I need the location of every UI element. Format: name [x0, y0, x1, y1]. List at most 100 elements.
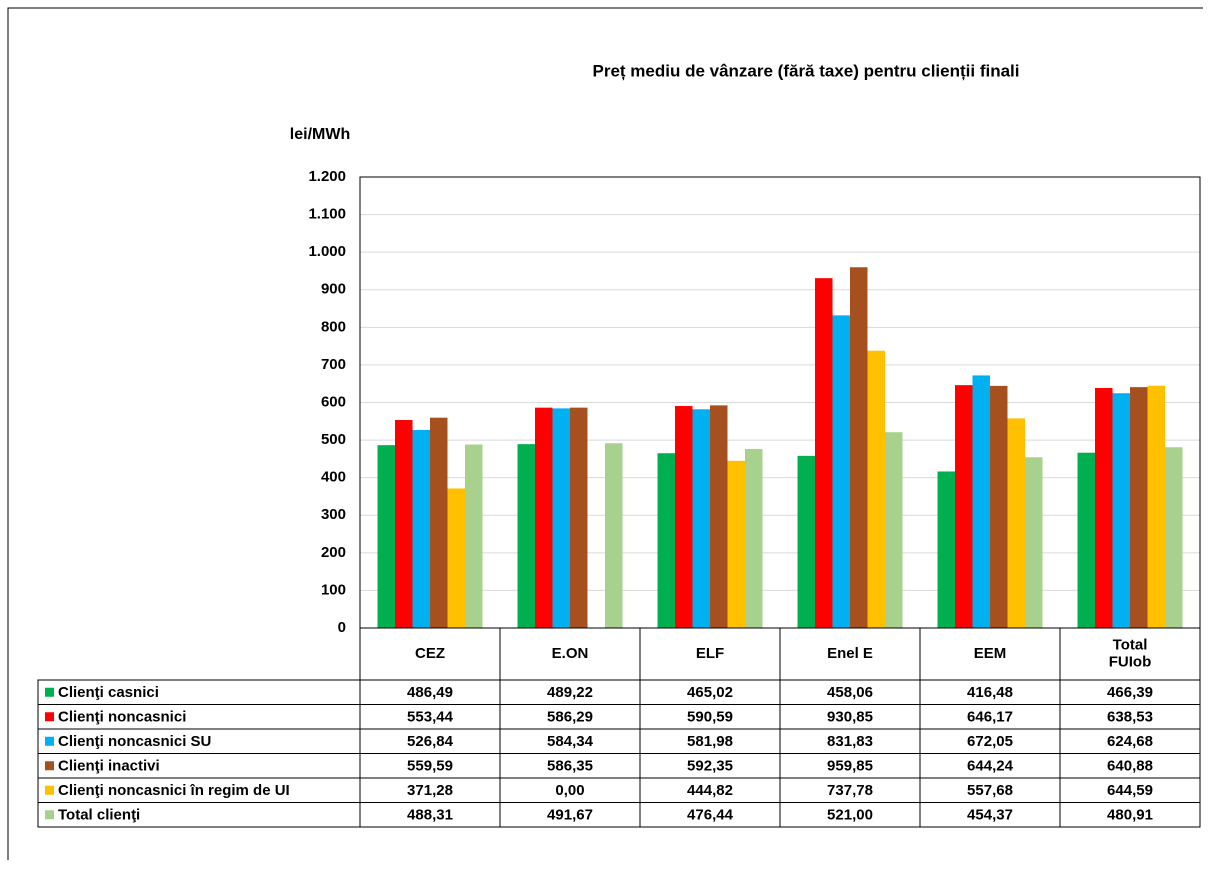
bar: [412, 429, 430, 628]
bar: [850, 267, 868, 628]
legend-key: [45, 761, 54, 771]
bar: [675, 406, 693, 628]
value-label: 458,06: [827, 684, 873, 701]
value-label: 644,24: [967, 758, 1014, 775]
bar: [1130, 387, 1148, 628]
legend-key: [45, 712, 54, 722]
bar: [1077, 452, 1095, 628]
legend-label: Total clienţi: [58, 807, 140, 824]
value-label: 480,91: [1107, 807, 1153, 824]
bar: [710, 405, 728, 628]
value-label: 592,35: [687, 758, 733, 775]
bar: [570, 407, 588, 628]
value-label: 590,59: [687, 709, 733, 726]
value-label: 646,17: [967, 709, 1013, 726]
bar: [605, 443, 623, 628]
category-label: EEM: [974, 645, 1007, 662]
value-label: 491,67: [547, 807, 593, 824]
bar: [727, 460, 745, 628]
table-cell: [1059, 802, 1201, 828]
y-tick-label: 600: [321, 393, 346, 410]
bar: [867, 350, 885, 628]
bar: [745, 448, 763, 628]
y-tick-label: 800: [321, 318, 346, 335]
legend-label: Clienţi casnici: [58, 684, 159, 701]
bar: [832, 315, 850, 628]
y-axis-label: lei/MWh: [290, 126, 350, 143]
bar: [937, 471, 955, 628]
bar: [692, 409, 710, 628]
legend-label: Clienţi inactivi: [58, 758, 160, 775]
value-label: 521,00: [827, 807, 873, 824]
bar: [1095, 388, 1113, 628]
value-label: 640,88: [1107, 758, 1153, 775]
value-label: 586,29: [547, 709, 593, 726]
value-label: 526,84: [407, 733, 454, 750]
bar: [1112, 393, 1130, 628]
legend-key: [45, 810, 54, 820]
value-label: 488,31: [407, 807, 453, 824]
y-tick-label: 1.000: [308, 243, 346, 260]
value-label: 930,85: [827, 709, 873, 726]
y-tick-label: 400: [321, 469, 346, 486]
bar: [1147, 385, 1165, 628]
bar: [535, 407, 553, 628]
category-label: Enel E: [827, 645, 873, 662]
value-label: 465,02: [687, 684, 733, 701]
bar: [377, 445, 395, 628]
legend-label: Clienţi noncasnici: [58, 709, 186, 726]
bar: [1165, 447, 1183, 628]
bar: [1025, 457, 1043, 628]
bar: [517, 444, 535, 628]
frame: [7, 7, 1203, 860]
value-label: 584,34: [547, 733, 594, 750]
bar: [797, 455, 815, 628]
bar: [657, 453, 675, 628]
category-label: ELF: [696, 645, 724, 662]
bar: [885, 432, 903, 628]
value-label: 644,59: [1107, 782, 1153, 799]
y-tick-label: 300: [321, 506, 346, 523]
value-label: 466,39: [1107, 684, 1153, 701]
value-label: 586,35: [547, 758, 593, 775]
value-label: 581,98: [687, 733, 733, 750]
bar: [447, 488, 465, 628]
y-tick-label: 900: [321, 281, 346, 298]
bar: [395, 419, 413, 628]
y-tick-label: 100: [321, 581, 346, 598]
y-tick-label: 1.100: [308, 206, 346, 223]
bar: [552, 408, 570, 628]
y-tick-label: 200: [321, 544, 346, 561]
legend-key: [45, 736, 54, 746]
value-label: 476,44: [687, 807, 734, 824]
value-label: 737,78: [827, 782, 873, 799]
bar: [430, 417, 448, 628]
chart-title: Preț mediu de vânzare (fără taxe) pentru…: [592, 61, 1019, 80]
value-label: 959,85: [827, 758, 873, 775]
bar: [972, 375, 990, 628]
value-label: 489,22: [547, 684, 593, 701]
category-label: Total FUIob: [1109, 636, 1152, 670]
category-label: CEZ: [415, 645, 445, 662]
value-label: 831,83: [827, 733, 873, 750]
category-label: E.ON: [552, 645, 589, 662]
legend-label: Clienţi noncasnici SU: [58, 733, 211, 750]
value-label: 371,28: [407, 782, 453, 799]
value-label: 454,37: [967, 807, 1013, 824]
bar: [465, 444, 483, 628]
value-label: 638,53: [1107, 709, 1153, 726]
bar: [955, 385, 973, 628]
y-tick-label: 0: [338, 619, 346, 636]
y-tick-label: 700: [321, 356, 346, 373]
bar: [1007, 418, 1025, 628]
legend-key: [45, 687, 54, 697]
value-label: 672,05: [967, 733, 1013, 750]
value-label: 416,48: [967, 684, 1013, 701]
legend-key: [45, 785, 54, 795]
value-label: 624,68: [1107, 733, 1153, 750]
value-label: 0,00: [555, 782, 584, 799]
value-label: 444,82: [687, 782, 733, 799]
value-label: 557,68: [967, 782, 1013, 799]
value-label: 553,44: [407, 709, 454, 726]
